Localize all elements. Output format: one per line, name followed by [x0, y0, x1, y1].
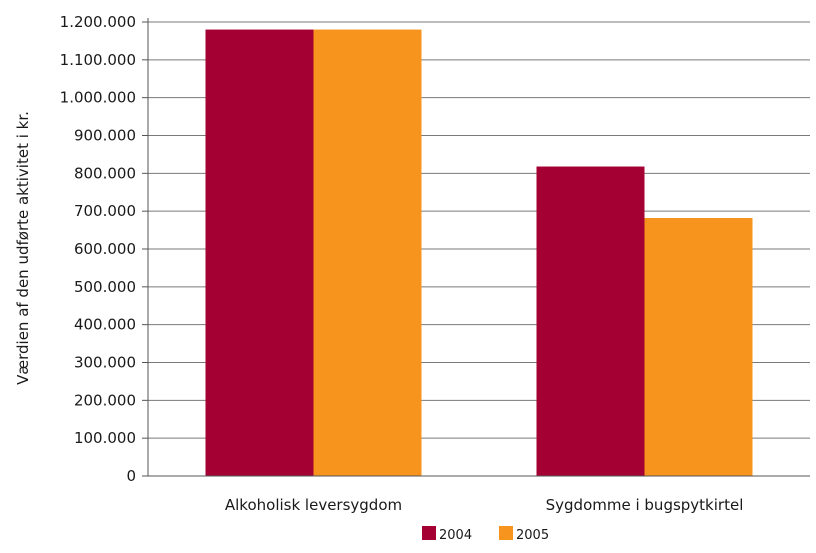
y-tick-label: 300.000 — [74, 354, 136, 372]
y-tick-label: 1.000.000 — [60, 89, 136, 107]
legend-swatch-2005 — [499, 526, 513, 540]
y-tick-label: 900.000 — [74, 127, 136, 145]
legend: 2004 2005 — [422, 526, 549, 543]
y-tick-label: 200.000 — [74, 391, 136, 409]
y-tick-label: 0 — [126, 467, 136, 485]
category-label: Alkoholisk leversygdom — [225, 496, 402, 514]
axes — [142, 18, 810, 477]
y-tick-label: 1.100.000 — [60, 51, 136, 69]
y-tick-label: 500.000 — [74, 278, 136, 296]
y-tick-label: 400.000 — [74, 316, 136, 334]
bar-2004-2 — [536, 166, 645, 477]
bar-2005-2 — [644, 217, 753, 476]
category-labels: Alkoholisk leversygdom Sygdomme i bugspyt… — [225, 496, 743, 514]
bars — [205, 29, 753, 477]
y-tick-label: 600.000 — [74, 240, 136, 258]
y-tick-label: 1.200.000 — [60, 13, 136, 31]
legend-label-2005: 2005 — [516, 528, 549, 543]
legend-swatch-2004 — [422, 526, 436, 540]
y-axis-label: Værdien af den udførte aktivitet i kr. — [14, 111, 32, 385]
y-tick-labels: 0 100.000 200.000 300.000 400.000 500.000 600.… — [60, 13, 136, 485]
category-label: Sygdomme i bugspytkirtel — [546, 496, 744, 514]
bar-2005-1 — [313, 29, 422, 477]
y-tick-label: 100.000 — [74, 429, 136, 447]
y-tick-label: 800.000 — [74, 164, 136, 182]
legend-label-2004: 2004 — [439, 528, 472, 543]
bar-2004-1 — [205, 29, 314, 477]
y-tick-label: 700.000 — [74, 202, 136, 220]
